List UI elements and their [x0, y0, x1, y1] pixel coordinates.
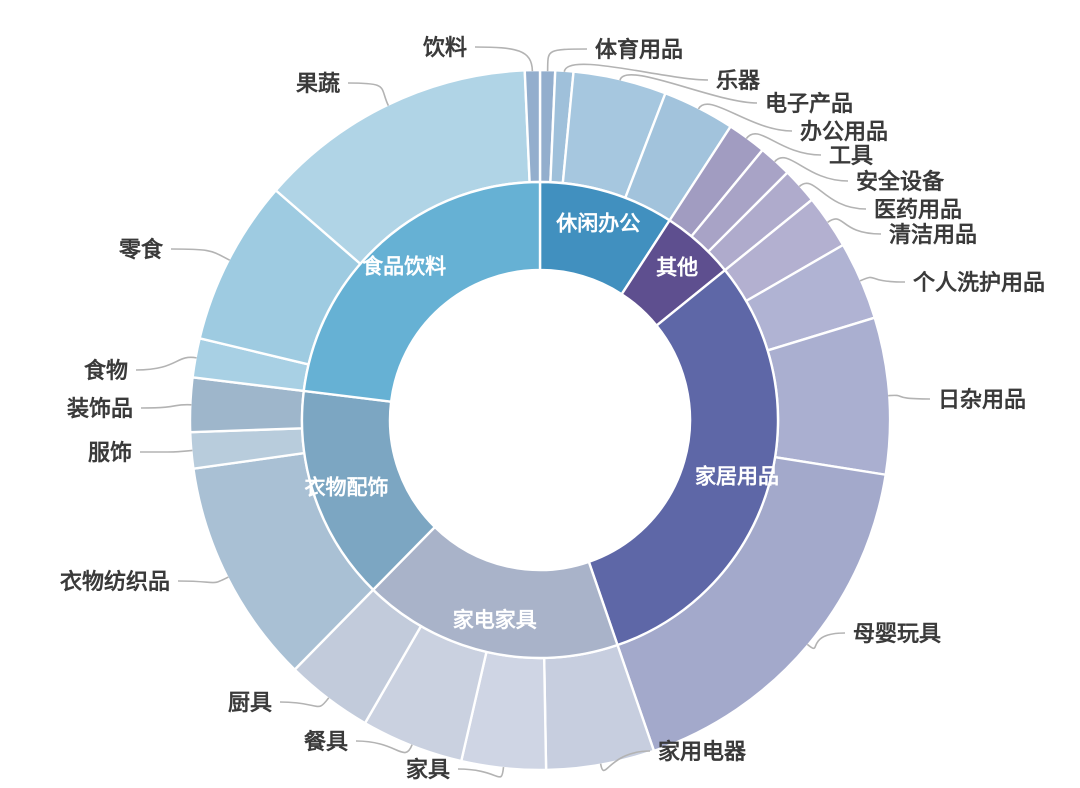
leader-line [563, 63, 709, 81]
inner-segment-label: 食品饮料 [362, 254, 446, 278]
leader-line [888, 394, 931, 400]
leader-line [347, 82, 390, 107]
outer-segment-label: 日杂用品 [938, 387, 1026, 412]
leader-line [140, 403, 192, 409]
outer-segment-label: 装饰品 [67, 396, 133, 421]
outer-segment-label: 服饰 [88, 440, 132, 465]
outer-segment-label: 办公用品 [800, 119, 888, 144]
outer-segment-label: 餐具 [304, 729, 348, 754]
leader-line [135, 356, 197, 371]
leader-line [619, 74, 758, 104]
leader-line [546, 48, 588, 72]
outer-segment-label: 工具 [829, 143, 873, 168]
inner-segment-label: 家居用品 [695, 465, 779, 489]
leader-line [355, 740, 413, 754]
outer-segment-label: 电子产品 [765, 91, 853, 116]
inner-segment-label: 家电家具 [453, 608, 537, 632]
leader-line [859, 276, 906, 283]
leader-line [474, 46, 534, 72]
outer-segment-label: 衣物纺织品 [60, 569, 170, 594]
leader-line [279, 697, 330, 708]
inner-ring-segment[interactable] [587, 269, 780, 647]
outer-segment-label: 零食 [118, 237, 164, 262]
inner-segment-label: 其他 [656, 256, 698, 280]
inner-ring-segment[interactable] [302, 180, 542, 403]
outer-segment-label: 厨具 [228, 690, 272, 715]
outer-segment-label: 饮料 [422, 35, 467, 60]
inner-segment-label: 休闲办公 [555, 212, 640, 235]
inner-segment-label: 衣物配饰 [304, 476, 388, 500]
outer-segment-label: 乐器 [716, 68, 761, 93]
outer-segment-label: 安全设备 [856, 169, 945, 194]
leader-line [745, 133, 822, 156]
leader-line [170, 248, 231, 261]
outer-segment-label: 家用电器 [658, 739, 747, 764]
outer-segment-label: 清洁用品 [889, 222, 977, 247]
leader-line [177, 576, 229, 584]
outer-segment-label: 医药用品 [874, 197, 962, 222]
leader-line [599, 750, 651, 772]
leader-line [457, 767, 505, 778]
outer-segment-label: 母婴玩具 [853, 621, 941, 646]
leader-line [139, 449, 193, 453]
leader-line [774, 156, 849, 182]
leader-line [827, 218, 882, 235]
outer-segment-label: 个人洗护用品 [913, 270, 1045, 295]
leader-line [697, 103, 793, 132]
outer-segment-label: 体育用品 [595, 37, 683, 62]
outer-segment-label: 食物 [84, 358, 128, 383]
leader-line [806, 632, 846, 650]
outer-segment-label: 家具 [406, 757, 450, 782]
leader-line [798, 182, 867, 210]
outer-segment-label: 果蔬 [296, 71, 340, 96]
